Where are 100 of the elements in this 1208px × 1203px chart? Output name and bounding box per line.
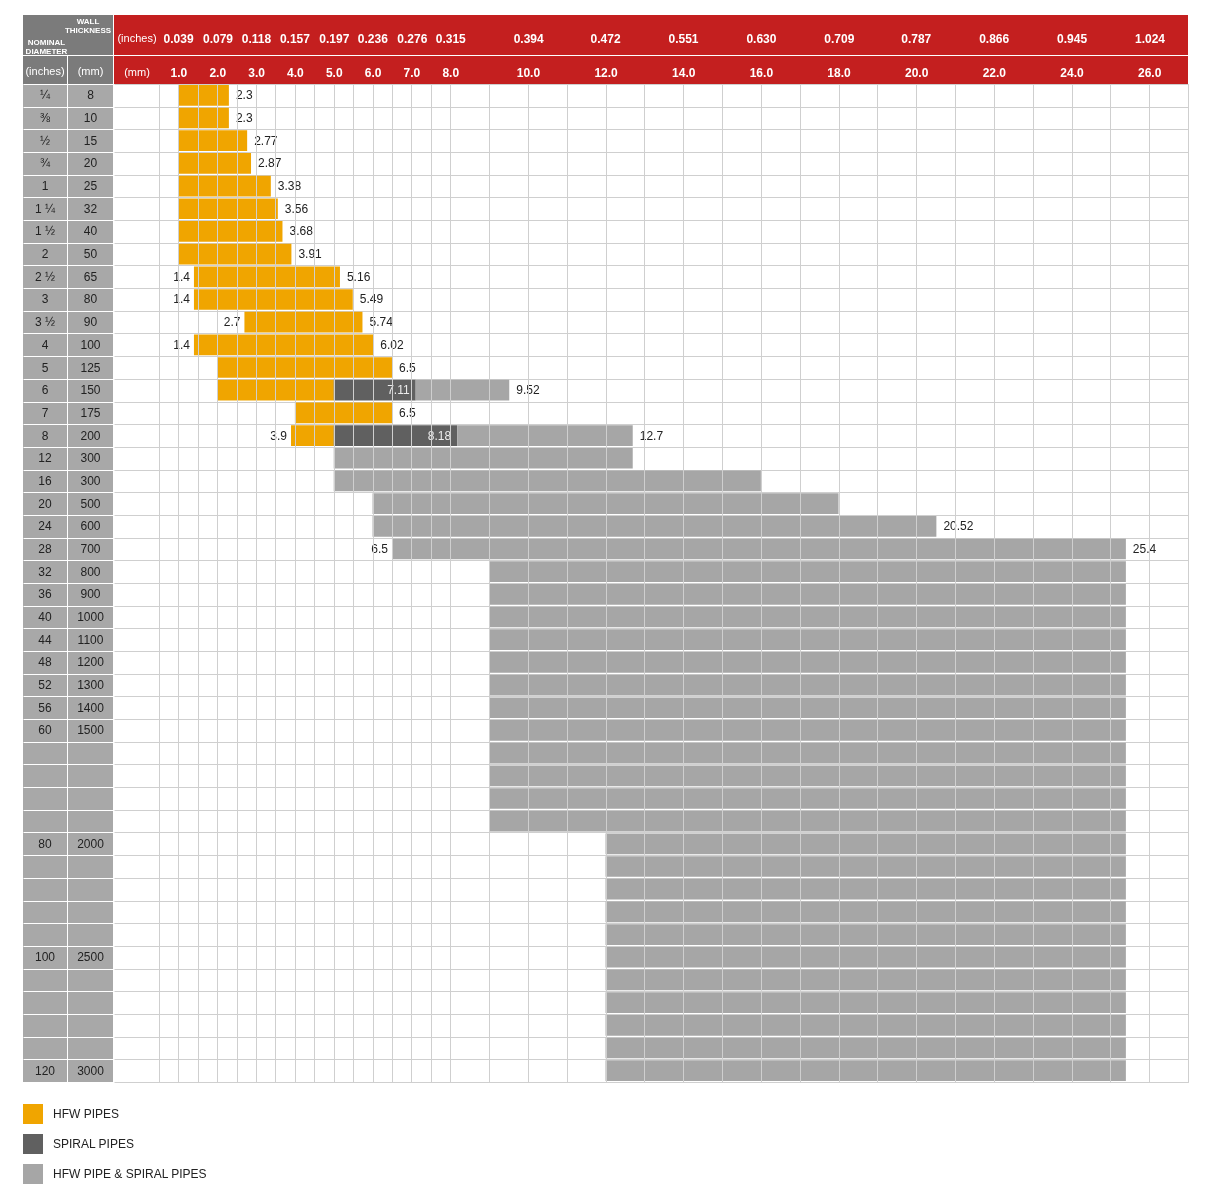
annotation: 1.4 — [173, 292, 191, 307]
y2-tick-label: 100 — [80, 337, 101, 352]
annotation: 12.7 — [639, 428, 664, 443]
bar — [217, 379, 334, 401]
x-tick-label: 20.0 — [905, 65, 929, 80]
y2-tick-label: 900 — [80, 587, 101, 602]
bar — [605, 992, 1126, 1013]
y2-tick-label: 25 — [83, 179, 98, 194]
bar — [391, 538, 1126, 560]
x-axis-title: (mm) — [124, 65, 150, 78]
y2-tick-label: 200 — [80, 428, 101, 443]
annotation: 1.4 — [173, 269, 191, 284]
y-tick-label: ½ — [39, 133, 51, 148]
y-tick-label: 12 — [38, 451, 52, 466]
x2-tick-label: 0.315 — [435, 31, 467, 46]
x2-tick-label: 0.394 — [513, 31, 545, 46]
y-tick-label: 1 ½ — [34, 224, 56, 239]
x-tick-label: 4.0 — [287, 65, 305, 80]
bar — [333, 447, 633, 469]
y-tick-label: 44 — [38, 632, 52, 647]
y2-tick-label: 1000 — [77, 610, 105, 625]
y-tick-label: 28 — [38, 541, 52, 556]
x2-tick-label: 0.236 — [357, 31, 389, 46]
y-tick-label: 24 — [38, 519, 52, 534]
bar — [489, 720, 1126, 741]
y-tick-label: 1 ¼ — [34, 201, 56, 216]
x2-tick-label: 0.157 — [279, 31, 311, 46]
y2-tick-label: 125 — [80, 360, 101, 375]
y2-tick-label: 1100 — [77, 632, 104, 647]
y2-tick-label: 32 — [83, 201, 98, 216]
y2-tick-label: 90 — [83, 315, 98, 330]
annotation: 6.02 — [380, 337, 405, 352]
y-tick-label: 60 — [38, 723, 52, 738]
y2-tick-label: 1300 — [77, 678, 105, 693]
x2-tick-label: 0.551 — [668, 31, 699, 46]
y-tick-label: 1 — [41, 179, 49, 194]
y-tick-label: 36 — [38, 587, 52, 602]
legend-label: HFW PIPES — [53, 1107, 120, 1121]
y2-tick-label: 20 — [83, 156, 98, 171]
bar — [489, 629, 1126, 651]
bar — [178, 198, 278, 220]
bar — [605, 969, 1126, 991]
x2-tick-label: 0.787 — [901, 31, 932, 46]
y-tick-label: 8 — [41, 428, 49, 443]
x-tick-label: 10.0 — [516, 65, 541, 80]
bar — [605, 856, 1126, 877]
bar — [605, 1037, 1126, 1059]
y2-tick-label: 50 — [83, 247, 98, 262]
bar — [178, 243, 292, 265]
x2-tick-label: 0.118 — [241, 31, 272, 46]
x-tick-label: 3.0 — [248, 65, 266, 80]
y2-tick-label: 2500 — [77, 950, 105, 965]
annotation: 2.87 — [258, 156, 282, 171]
bar — [457, 425, 633, 446]
bar — [178, 130, 248, 152]
y2-tick-label: 175 — [80, 405, 101, 420]
y2-tick-label: 65 — [83, 269, 98, 284]
x2-tick-label: 0.472 — [590, 31, 621, 46]
bar — [489, 561, 1126, 582]
y2-tick-label: 600 — [80, 519, 101, 534]
y2-tick-label: 300 — [80, 451, 101, 466]
bar — [178, 153, 252, 174]
annotation: 3.56 — [284, 201, 309, 216]
bar — [193, 289, 353, 310]
bar — [489, 606, 1126, 628]
bar — [333, 470, 761, 492]
x2-tick-label: 0.276 — [397, 31, 428, 46]
y2-tick-label: 800 — [80, 564, 101, 579]
x2-tick-label: 0.630 — [746, 31, 777, 46]
bar — [178, 107, 229, 129]
y2-tick-label: 40 — [83, 224, 98, 239]
annotation: 3.91 — [298, 247, 323, 262]
y-tick-label: 7 — [41, 405, 49, 420]
x-tick-label: 26.0 — [1137, 65, 1162, 80]
x-tick-label: 24.0 — [1060, 65, 1085, 80]
y2-tick-label: 150 — [80, 383, 101, 398]
bar — [605, 1014, 1126, 1036]
bar — [489, 765, 1126, 787]
y-axis-title: (inches) — [25, 65, 65, 77]
x2-tick-label: 1.024 — [1135, 31, 1166, 46]
y2-axis-title: (mm) — [77, 65, 104, 77]
x2-tick-label: 0.709 — [824, 31, 855, 46]
bar — [489, 697, 1126, 719]
y-tick-label: 20 — [38, 496, 52, 511]
y-tick-label: 32 — [38, 564, 52, 579]
y-tick-label: 16 — [38, 473, 52, 488]
bar — [489, 810, 1126, 832]
x2-tick-label: 0.039 — [163, 31, 194, 46]
legend-label: SPIRAL PIPES — [53, 1137, 134, 1151]
bar — [372, 493, 839, 514]
y-tick-label: 80 — [38, 836, 52, 851]
y-tick-label: 120 — [34, 1063, 56, 1078]
bar — [605, 946, 1126, 968]
bar — [489, 742, 1126, 764]
x-tick-label: 5.0 — [325, 65, 343, 80]
bar — [333, 425, 458, 446]
x-tick-label: 18.0 — [827, 65, 852, 80]
x-tick-label: 6.0 — [364, 65, 382, 80]
bar — [294, 402, 392, 424]
x-tick-label: 7.0 — [403, 65, 421, 80]
